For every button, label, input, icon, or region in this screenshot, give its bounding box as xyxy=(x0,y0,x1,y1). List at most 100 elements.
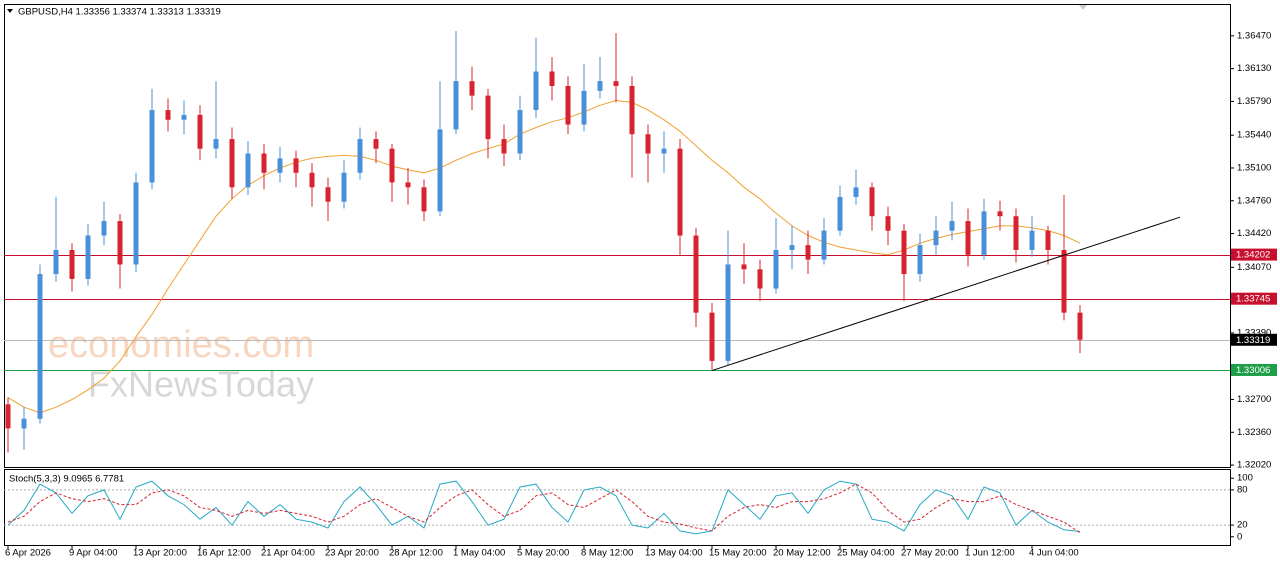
candle-body xyxy=(853,187,859,197)
y-tick-label: 1.36470 xyxy=(1237,30,1271,41)
stoch-frame xyxy=(4,469,1231,546)
candle-body xyxy=(869,187,875,217)
y-tick-label: 1.34420 xyxy=(1237,228,1271,239)
candle-body xyxy=(533,71,539,111)
candle-body xyxy=(53,249,59,275)
candle-body xyxy=(277,158,283,173)
candle-body xyxy=(885,216,891,231)
stoch-y-tick-label: 100 xyxy=(1237,473,1253,484)
x-tick-label: 28 Apr 12:00 xyxy=(389,548,443,559)
trendline xyxy=(711,216,1181,372)
x-tick-label: 9 Apr 04:00 xyxy=(69,548,118,559)
candle-body xyxy=(997,211,1003,217)
y-tick-label: 1.36130 xyxy=(1237,63,1271,74)
x-tick-label: 15 May 20:00 xyxy=(709,548,767,559)
x-tick-label: 1 May 04:00 xyxy=(453,548,505,559)
candle-body xyxy=(741,264,747,270)
candle-body xyxy=(229,139,235,188)
level-label-box xyxy=(1231,363,1277,376)
level-label: 1.33745 xyxy=(1236,294,1270,305)
level-label: 1.34202 xyxy=(1236,250,1270,261)
candle-body xyxy=(725,264,731,361)
candle-body xyxy=(405,182,411,188)
watermark: FxNewsToday xyxy=(88,364,314,405)
level-label-box xyxy=(1231,248,1277,261)
candle-body xyxy=(437,129,443,212)
candle-body xyxy=(709,312,715,361)
stoch-y-tick-label: 0 xyxy=(1237,531,1242,542)
stoch-line xyxy=(7,480,1081,535)
x-tick-label: 25 May 04:00 xyxy=(837,548,895,559)
y-tick-label: 1.32360 xyxy=(1237,427,1271,438)
x-tick-label: 23 Apr 20:00 xyxy=(325,548,379,559)
watermark: economies.com xyxy=(48,324,314,366)
y-tick-label: 1.35100 xyxy=(1237,162,1271,173)
level-label-box xyxy=(1231,292,1277,305)
candle-body xyxy=(373,139,379,149)
candle-body xyxy=(981,211,987,255)
candle-body xyxy=(693,235,699,313)
candle-body xyxy=(21,418,27,429)
stoch-y-tick-label: 20 xyxy=(1237,520,1248,531)
candle-body xyxy=(1077,312,1083,340)
x-tick-label: 8 May 12:00 xyxy=(581,548,633,559)
candle-body xyxy=(1045,230,1051,250)
candle-body xyxy=(37,274,43,419)
candle-body xyxy=(965,221,971,255)
candle-body xyxy=(645,134,651,154)
x-tick-label: 13 Apr 20:00 xyxy=(133,548,187,559)
x-tick-label: 21 Apr 04:00 xyxy=(261,548,315,559)
candle-body xyxy=(389,148,395,183)
candle-body xyxy=(1061,249,1067,313)
y-tick-label: 1.34760 xyxy=(1237,195,1271,206)
candle-body xyxy=(677,148,683,236)
x-tick-label: 27 May 20:00 xyxy=(901,548,959,559)
shift-marker xyxy=(1079,5,1087,10)
candle-body xyxy=(469,81,475,96)
candle-body xyxy=(181,114,187,120)
candle-body xyxy=(357,139,363,173)
menu-triangle[interactable] xyxy=(7,9,13,13)
candle-body xyxy=(917,245,923,275)
y-tick-label: 1.35790 xyxy=(1237,96,1271,107)
candle-body xyxy=(149,110,155,183)
candle-body xyxy=(789,245,795,250)
candle-body xyxy=(1013,216,1019,250)
chart-title: GBPUSD,H4 1.33356 1.33374 1.33313 1.3331… xyxy=(18,7,221,18)
x-tick-label: 20 May 12:00 xyxy=(773,548,831,559)
candle-body xyxy=(837,196,843,231)
x-tick-label: 13 May 04:00 xyxy=(645,548,703,559)
moving-average xyxy=(7,99,1081,414)
candle-body xyxy=(757,269,763,289)
candle-body xyxy=(101,221,107,236)
candle-body xyxy=(821,230,827,260)
level-label: 1.33319 xyxy=(1236,335,1270,346)
candle-body xyxy=(453,81,459,130)
candle-body xyxy=(5,404,11,429)
candle-body xyxy=(485,95,491,140)
x-tick-label: 6 Apr 2026 xyxy=(5,548,51,559)
candle-body xyxy=(69,249,75,279)
candle-body xyxy=(213,139,219,149)
candle-body xyxy=(805,245,811,260)
x-tick-label: 4 Jun 04:00 xyxy=(1029,548,1079,559)
candle-body xyxy=(581,90,587,125)
candle-body xyxy=(661,148,667,154)
candle-body xyxy=(117,221,123,265)
y-tick-label: 1.32020 xyxy=(1237,460,1271,471)
level-label: 1.33006 xyxy=(1236,365,1270,376)
x-tick-label: 16 Apr 12:00 xyxy=(197,548,251,559)
candle-body xyxy=(949,221,955,231)
y-tick-label: 1.32700 xyxy=(1237,394,1271,405)
y-tick-label: 1.35440 xyxy=(1237,130,1271,141)
candle-body xyxy=(165,110,171,120)
candle-body xyxy=(1029,230,1035,250)
x-tick-label: 1 Jun 12:00 xyxy=(965,548,1015,559)
candle-body xyxy=(613,81,619,86)
candle-body xyxy=(261,153,267,173)
candle-body xyxy=(597,81,603,91)
candle-body xyxy=(901,230,907,275)
stoch-y-tick-label: 80 xyxy=(1237,484,1248,495)
